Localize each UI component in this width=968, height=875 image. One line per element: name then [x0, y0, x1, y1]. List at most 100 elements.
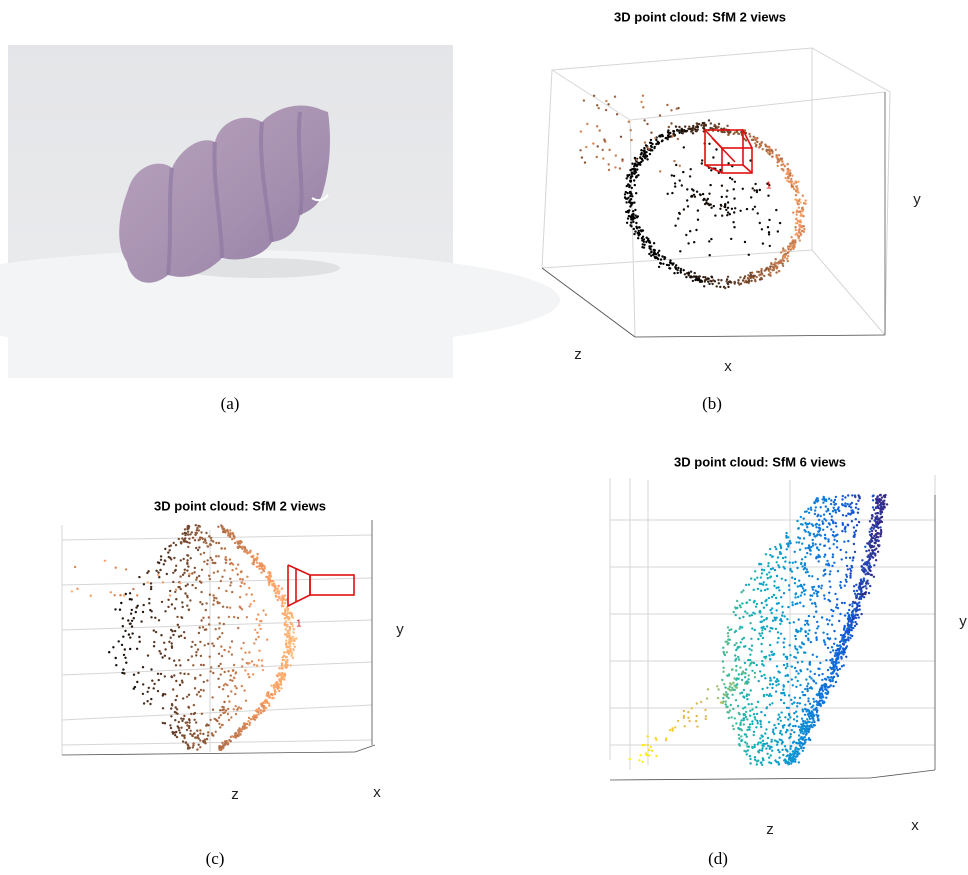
point: [778, 756, 781, 759]
point: [771, 555, 774, 558]
point: [877, 521, 881, 525]
point: [89, 594, 93, 597]
point: [759, 144, 763, 147]
point: [755, 275, 758, 279]
point: [731, 668, 734, 671]
point: [241, 578, 244, 581]
point: [284, 655, 287, 659]
point: [698, 279, 701, 282]
camera-label: 1: [296, 619, 302, 630]
point: [159, 652, 162, 655]
point: [865, 563, 868, 566]
point: [154, 630, 158, 634]
point: [632, 210, 635, 213]
point: [219, 726, 222, 729]
point: [729, 280, 732, 283]
point: [823, 568, 827, 571]
point: [871, 549, 874, 552]
point: [811, 538, 814, 542]
point: [836, 647, 839, 651]
point: [737, 726, 740, 730]
point: [207, 616, 210, 619]
point: [860, 612, 863, 616]
point: [788, 757, 791, 760]
point: [689, 270, 693, 273]
point: [244, 651, 247, 654]
point: [818, 699, 822, 702]
point: [625, 184, 628, 188]
point: [194, 677, 197, 680]
point: [742, 589, 745, 592]
point: [120, 601, 123, 605]
point: [797, 206, 801, 209]
point: [790, 757, 794, 760]
point: [213, 596, 216, 600]
point: [871, 514, 874, 517]
point: [186, 594, 189, 597]
point: [780, 733, 784, 736]
point: [805, 568, 808, 571]
point: [636, 168, 639, 171]
caption: (d): [708, 849, 728, 868]
point: [709, 183, 712, 187]
point: [201, 626, 205, 629]
point: [815, 592, 819, 595]
point: [769, 553, 772, 557]
point: [766, 686, 769, 689]
point: [744, 741, 747, 744]
point: [854, 620, 857, 624]
point: [197, 737, 200, 740]
point: [693, 271, 696, 275]
point: [848, 608, 851, 612]
point: [750, 649, 753, 652]
point: [708, 192, 711, 195]
point: [221, 525, 224, 528]
point: [168, 594, 172, 597]
point: [864, 573, 867, 576]
point: [257, 635, 260, 639]
point: [738, 627, 741, 630]
point: [869, 527, 872, 531]
point: [842, 664, 845, 667]
point: [707, 277, 710, 280]
point: [136, 604, 139, 607]
point: [114, 566, 117, 569]
point: [747, 703, 750, 706]
point: [734, 207, 737, 210]
point: [679, 271, 682, 274]
point: [259, 709, 262, 712]
point: [863, 571, 866, 574]
point: [812, 592, 816, 595]
point: [737, 279, 740, 282]
point: [882, 505, 885, 509]
point: [842, 643, 845, 646]
point: [230, 653, 234, 656]
point: [181, 532, 184, 535]
point: [194, 586, 197, 590]
point: [164, 547, 167, 551]
point: [866, 571, 869, 574]
point: [753, 278, 757, 282]
point: [231, 590, 234, 594]
point: [763, 274, 766, 278]
point: [736, 599, 739, 603]
point: [793, 245, 796, 249]
point: [130, 625, 134, 628]
point: [760, 568, 764, 571]
point: [726, 687, 730, 690]
point: [861, 559, 864, 562]
point: [808, 662, 811, 665]
point: [628, 173, 631, 177]
point: [193, 539, 197, 542]
point: [731, 178, 734, 181]
point: [592, 94, 596, 98]
point: [797, 210, 800, 213]
point: [724, 686, 727, 689]
point: [641, 94, 645, 97]
point: [596, 145, 599, 148]
point: [739, 282, 743, 285]
point: [830, 515, 833, 518]
point: [177, 635, 181, 638]
point: [227, 615, 231, 619]
point: [641, 744, 644, 747]
